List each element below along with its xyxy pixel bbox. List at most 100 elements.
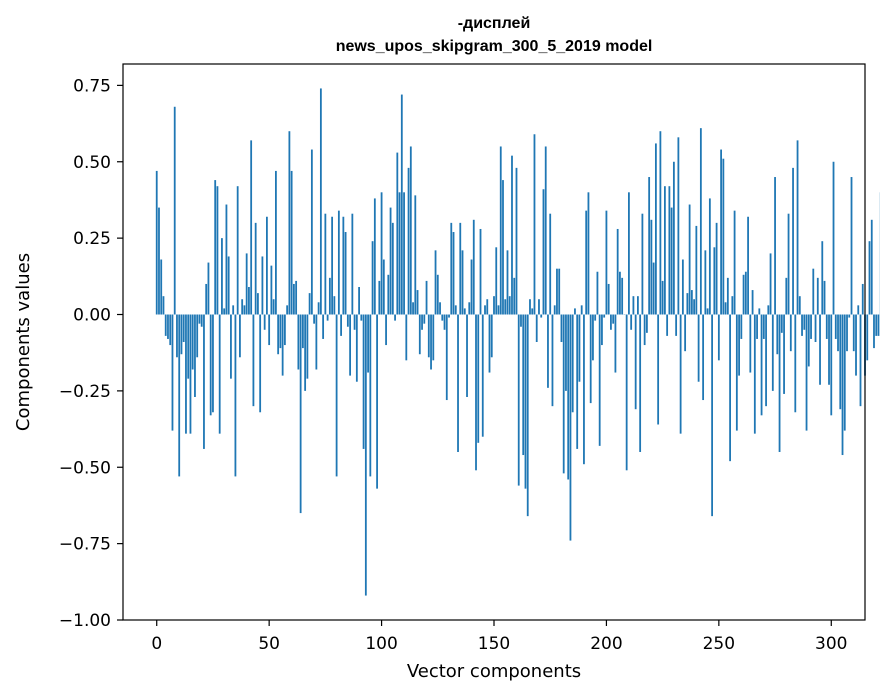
bar (452, 232, 455, 315)
bar (715, 222, 718, 315)
bar (486, 299, 489, 315)
bar (180, 314, 183, 355)
bar (162, 296, 165, 315)
bar (266, 216, 268, 315)
bar (315, 314, 318, 370)
bar (661, 280, 664, 315)
bar (403, 192, 405, 315)
bar (299, 314, 302, 514)
x-axis-label: Vector components (407, 661, 581, 682)
bar (742, 274, 745, 315)
bar (594, 314, 597, 321)
bar (774, 177, 776, 315)
bar (592, 314, 594, 361)
bar (583, 314, 585, 465)
bar (724, 302, 727, 315)
bar (459, 222, 462, 315)
bar (230, 314, 232, 379)
bar (702, 314, 705, 401)
bar (364, 314, 367, 596)
bar (207, 262, 210, 315)
bar (576, 314, 579, 449)
bar (268, 314, 271, 346)
bar (272, 299, 275, 315)
y-tick-label: −0.75 (59, 535, 111, 555)
bar (490, 314, 493, 358)
bar (155, 170, 158, 315)
bar (646, 314, 648, 333)
bar (441, 314, 444, 321)
bar (234, 314, 237, 477)
bar (780, 314, 783, 333)
bar (708, 198, 711, 315)
bar (587, 192, 590, 315)
bar (607, 283, 610, 315)
bar (830, 314, 833, 416)
bar (466, 314, 468, 397)
y-tick-label: 0.75 (73, 76, 111, 96)
bar (248, 287, 250, 315)
bar (421, 314, 423, 330)
bar (619, 271, 621, 315)
bar (239, 314, 241, 358)
bar (448, 314, 450, 318)
bar (414, 195, 417, 315)
x-tick-label: 50 (258, 634, 280, 654)
x-axis-ticks: 0 50 100 150 200 250 300 (151, 620, 847, 654)
bar (875, 314, 878, 336)
bar (502, 180, 504, 315)
bar (160, 259, 163, 315)
bar (387, 274, 390, 315)
bar (481, 314, 484, 437)
bar (603, 314, 606, 318)
bar (495, 247, 498, 315)
bar (167, 314, 169, 339)
bar (720, 149, 722, 315)
bar (479, 228, 482, 315)
bar (850, 177, 853, 315)
bar (367, 314, 369, 373)
bar (164, 314, 167, 336)
bar (706, 308, 709, 315)
bar (686, 293, 689, 315)
bar (684, 314, 687, 352)
bar (652, 262, 655, 315)
bar (173, 106, 176, 315)
bar (223, 308, 226, 315)
bar (767, 305, 770, 315)
bar (292, 283, 295, 315)
bar (158, 207, 160, 315)
bar (463, 308, 466, 315)
bar (677, 137, 680, 315)
bar (632, 296, 635, 315)
bar (378, 280, 381, 315)
bar (310, 149, 313, 315)
bar (614, 314, 617, 373)
bar (389, 207, 392, 315)
bar (317, 302, 320, 315)
bar (506, 250, 509, 315)
bar (792, 167, 794, 315)
bar (643, 314, 646, 346)
bar (286, 305, 289, 315)
bar (828, 314, 830, 385)
x-tick-label: 250 (703, 634, 735, 654)
bar (196, 314, 199, 358)
bar (488, 314, 491, 373)
bar (589, 314, 592, 404)
bar (681, 259, 684, 315)
bar (450, 222, 453, 315)
bar (625, 314, 628, 471)
bar (328, 277, 331, 315)
bar (194, 314, 196, 397)
bar (470, 259, 473, 315)
bar (189, 314, 192, 434)
x-tick-label: 100 (365, 634, 397, 654)
bar (409, 146, 412, 315)
bar (688, 204, 691, 315)
bar (515, 167, 518, 315)
bar (672, 161, 675, 315)
bar (340, 314, 342, 336)
bar (191, 314, 194, 370)
